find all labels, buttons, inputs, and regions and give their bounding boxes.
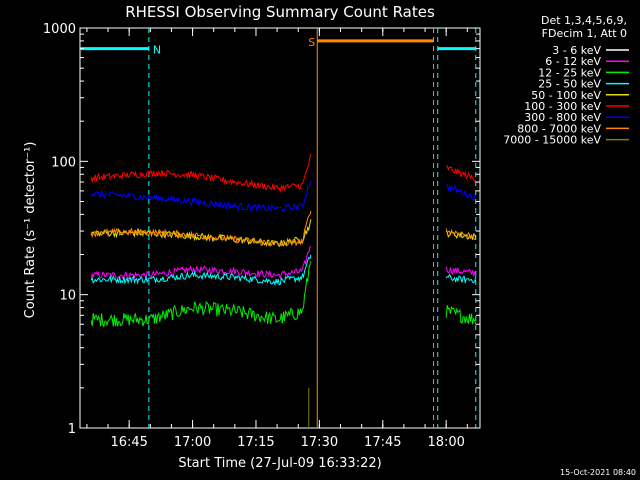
legend-label-7: 800 - 7000 keV — [517, 122, 601, 135]
series-line-7-0 — [90, 210, 312, 247]
series-line-3-0 — [90, 254, 312, 287]
y-tick-label-3: 1000 — [43, 22, 76, 37]
legend-label-2: 12 - 25 keV — [538, 66, 601, 79]
series-line-0-0 — [90, 248, 312, 305]
y-tick-label-0: 1 — [68, 422, 76, 437]
series-line-6-1 — [446, 183, 477, 202]
legend-label-0: 3 - 6 keV — [552, 44, 601, 57]
mode-label-s: S — [308, 36, 315, 49]
legend-label-5: 100 - 300 keV — [524, 100, 601, 113]
legend-label-4: 50 - 100 keV — [531, 89, 601, 102]
legend-header-0: Det 1,3,4,5,6,9, — [541, 14, 627, 27]
plot-area-frame — [79, 27, 481, 429]
legend-label-6: 300 - 800 keV — [524, 111, 601, 124]
series-layer — [90, 153, 477, 428]
y-tick-label-2: 100 — [51, 155, 76, 170]
series-line-5-0 — [90, 153, 312, 194]
x-tick-label-5: 18:00 — [427, 435, 464, 450]
legend-label-8: 7000 - 15000 keV — [503, 134, 601, 147]
series-line-6-0 — [90, 180, 312, 213]
series-line-7-1 — [445, 228, 477, 241]
legend-label-3: 25 - 50 keV — [538, 78, 601, 91]
series-line-5-1 — [446, 165, 477, 183]
series-line-1-0 — [90, 246, 312, 281]
legend-header-1: FDecim 1, Att 0 — [542, 27, 627, 40]
series-line-3-1 — [445, 273, 477, 285]
y-tick-label-1: 10 — [59, 289, 76, 304]
x-tick-label-0: 16:45 — [110, 435, 147, 450]
series-line-0-1 — [445, 280, 477, 300]
x-tick-label-1: 17:00 — [174, 435, 211, 450]
series-line-1-1 — [445, 266, 477, 278]
series-line-4-0 — [90, 219, 312, 248]
x-tick-label-2: 17:15 — [237, 435, 274, 450]
chart-title: RHESSI Observing Summary Count Rates — [125, 3, 435, 21]
axes-layer: 1 10 100 1000 16:45 17:00 17:15 17:30 17:45 18:00 — [43, 22, 480, 450]
timestamp: 15-Oct-2021 08:40 — [560, 468, 636, 477]
mode-label-n: N — [153, 44, 161, 57]
series-line-2-0 — [90, 261, 312, 329]
x-tick-label-4: 17:45 — [364, 435, 401, 450]
x-axis-label: Start Time (27-Jul-09 16:33:22) — [178, 456, 381, 471]
series-line-2-1 — [445, 304, 477, 325]
annotations-layer: NS — [80, 28, 477, 428]
legend-label-1: 6 - 12 keV — [545, 55, 601, 68]
legend: Det 1,3,4,5,6,9,FDecim 1, Att 0 3 - 6 keV… — [503, 14, 629, 147]
y-axis-label: Count Rate (s⁻¹ detector⁻¹) — [23, 142, 38, 319]
x-tick-label-3: 17:30 — [301, 435, 338, 450]
